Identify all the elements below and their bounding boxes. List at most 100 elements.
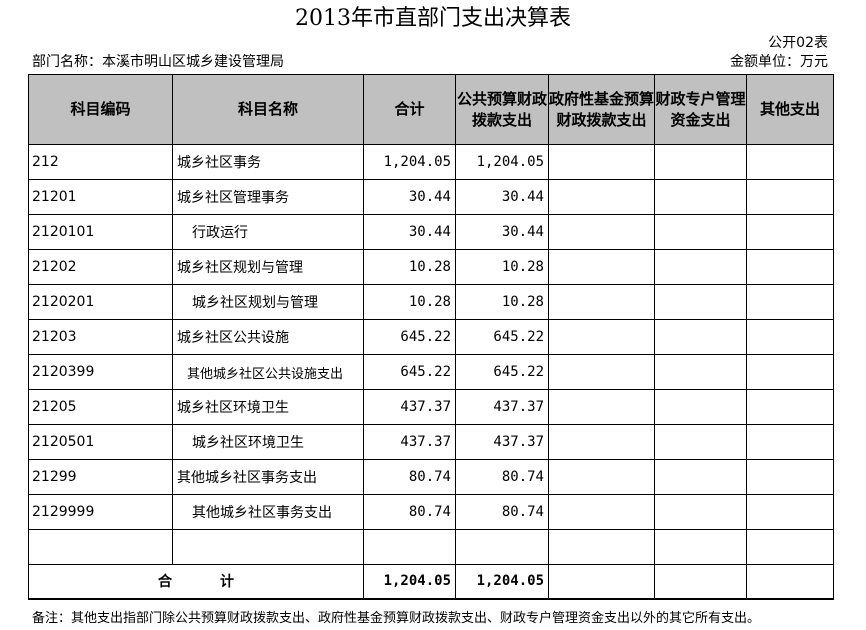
col-header-code: 科目编码 [28,74,173,145]
cell-fund [548,494,655,530]
table-row: 21201 城乡社区管理事务 30.44 30.44 [28,179,834,215]
cell-other [746,144,834,180]
cell-public: 645.22 [455,354,549,390]
cell-total: 10.28 [363,249,456,285]
cell-other [746,494,834,530]
cell-total: 645.22 [363,319,456,355]
page-title: 2013年市直部门支出决算表 [295,6,571,31]
cell-fund [548,319,655,355]
total-other [746,564,834,600]
cell-name: 城乡社区管理事务 [172,179,364,215]
table-row: 21202 城乡社区规划与管理 10.28 10.28 [28,249,834,285]
cell-fund [548,459,655,495]
blank-cell [548,529,655,565]
cell-other [746,354,834,390]
table-header-row: 科目编码 科目名称 合计 公共预算财政拨款支出 政府性基金预算财政拨款支出 财政… [28,74,834,145]
cell-special [654,179,747,215]
table-row: 21205 城乡社区环境卫生 437.37 437.37 [28,389,834,425]
cell-special [654,459,747,495]
budget-table: 科目编码 科目名称 合计 公共预算财政拨款支出 政府性基金预算财政拨款支出 财政… [28,74,834,600]
cell-special [654,214,747,250]
cell-code: 21202 [28,249,173,285]
cell-total: 30.44 [363,214,456,250]
cell-total: 10.28 [363,284,456,320]
cell-name: 城乡社区环境卫生 [172,389,364,425]
blank-cell [363,529,456,565]
cell-code: 2120201 [28,284,173,320]
cell-other [746,389,834,425]
cell-other [746,179,834,215]
cell-fund [548,389,655,425]
total-label: 合计 [28,564,364,600]
cell-special [654,319,747,355]
table-row: 2120201 城乡社区规划与管理 10.28 10.28 [28,284,834,320]
cell-public: 645.22 [455,319,549,355]
table-row: 2120101 行政运行 30.44 30.44 [28,214,834,250]
cell-code: 2120399 [28,354,173,390]
cell-code: 2120501 [28,424,173,460]
cell-fund [548,424,655,460]
cell-name: 城乡社区公共设施 [172,319,364,355]
cell-total: 645.22 [363,354,456,390]
cell-public: 30.44 [455,179,549,215]
table-row: 212 城乡社区事务 1,204.05 1,204.05 [28,144,834,180]
total-public: 1,204.05 [455,564,549,600]
cell-other [746,284,834,320]
footnote: 备注：其他支出指部门除公共预算财政拨款支出、政府性基金预算财政拨款支出、财政专户… [32,611,761,626]
col-header-public: 公共预算财政拨款支出 [455,74,549,145]
cell-code: 2120101 [28,214,173,250]
col-header-other: 其他支出 [746,74,834,145]
total-fund [548,564,655,600]
cell-fund [548,144,655,180]
cell-other [746,424,834,460]
cell-special [654,494,747,530]
cell-other [746,459,834,495]
cell-name: 城乡社区规划与管理 [172,249,364,285]
table-row: 21203 城乡社区公共设施 645.22 645.22 [28,319,834,355]
cell-special [654,389,747,425]
cell-public: 30.44 [455,214,549,250]
cell-total: 80.74 [363,494,456,530]
cell-code: 212 [28,144,173,180]
cell-public: 10.28 [455,284,549,320]
amount-unit: 金额单位：万元 [730,54,828,70]
cell-public: 10.28 [455,249,549,285]
col-header-fund: 政府性基金预算财政拨款支出 [548,74,655,145]
cell-special [654,424,747,460]
blank-cell [746,529,834,565]
cell-other [746,249,834,285]
cell-total: 80.74 [363,459,456,495]
cell-code: 2129999 [28,494,173,530]
cell-name: 城乡社区环境卫生 [172,424,364,460]
cell-name: 其他城乡社区事务支出 [172,494,364,530]
total-label-a: 合 [158,574,172,591]
blank-cell [654,529,747,565]
cell-name: 其他城乡社区事务支出 [172,459,364,495]
cell-code: 21201 [28,179,173,215]
cell-total: 1,204.05 [363,144,456,180]
total-total: 1,204.05 [363,564,456,600]
total-special [654,564,747,600]
cell-fund [548,354,655,390]
col-header-special: 财政专户管理资金支出 [654,74,747,145]
blank-row [28,529,834,565]
table-row: 2120399 其他城乡社区公共设施支出 645.22 645.22 [28,354,834,390]
cell-special [654,284,747,320]
cell-name: 其他城乡社区公共设施支出 [172,354,364,390]
cell-fund [548,214,655,250]
cell-code: 21299 [28,459,173,495]
cell-code: 21203 [28,319,173,355]
table-row: 21299 其他城乡社区事务支出 80.74 80.74 [28,459,834,495]
total-label-b: 计 [220,574,234,591]
cell-special [654,249,747,285]
cell-name: 行政运行 [172,214,364,250]
cell-code: 21205 [28,389,173,425]
cell-name: 城乡社区规划与管理 [172,284,364,320]
cell-other [746,319,834,355]
col-header-name: 科目名称 [172,74,364,145]
cell-total: 30.44 [363,179,456,215]
cell-total: 437.37 [363,424,456,460]
col-header-total: 合计 [363,74,456,145]
blank-cell [172,529,364,565]
table-row: 2129999 其他城乡社区事务支出 80.74 80.74 [28,494,834,530]
